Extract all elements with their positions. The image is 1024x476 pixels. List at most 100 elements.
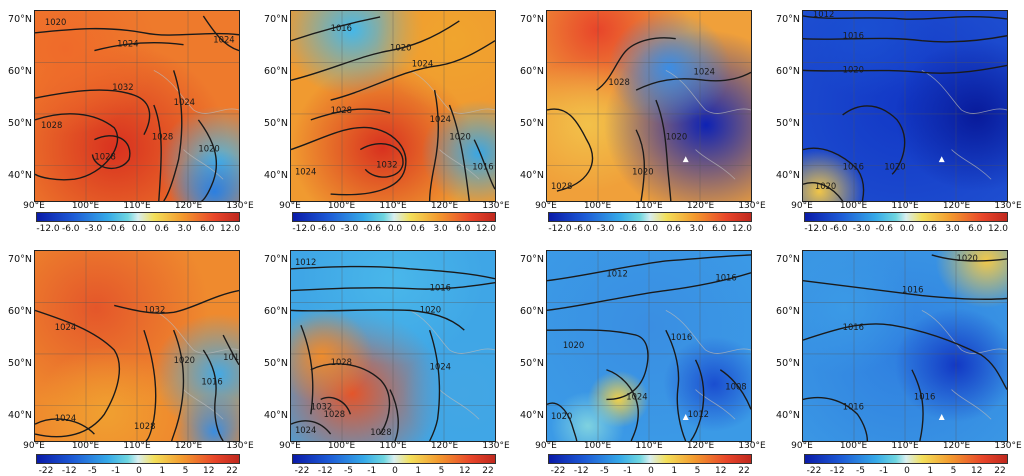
- station-marker: [938, 156, 945, 163]
- isobar-label: 1016: [715, 273, 736, 283]
- isobar-label: 1024: [626, 391, 647, 401]
- longitude-label: 90°E: [791, 201, 813, 211]
- latitude-label: 70°N: [264, 254, 288, 265]
- isobar-line: [222, 334, 239, 366]
- latitude-label: 60°N: [520, 66, 544, 77]
- colorbar-tick-label: -22: [806, 466, 822, 476]
- colorbar-tick-label: -12.0: [548, 224, 572, 234]
- isobar-line: [911, 369, 924, 441]
- isobar-line: [300, 324, 314, 415]
- colorbar-tick-label: -1: [623, 466, 633, 476]
- latitude-label: 40°N: [264, 410, 288, 421]
- isobar-label: 1020: [551, 411, 572, 421]
- latitude-label: 70°N: [520, 14, 544, 25]
- isobar-label: 1016: [472, 161, 493, 171]
- isobar-line: [803, 35, 1007, 43]
- isobar-line: [291, 281, 495, 292]
- longitude-label: 130°E: [994, 441, 1022, 451]
- colorbar-tick-label: 0: [136, 466, 142, 476]
- isobar-line: [803, 280, 1007, 300]
- isobar-line: [320, 396, 352, 415]
- isobar-line: [931, 254, 1007, 262]
- colorbar: [804, 454, 1008, 464]
- longitude-label: 90°E: [535, 441, 557, 451]
- isobar-label: 1020: [815, 181, 836, 191]
- colorbar-tick-label: 12.0: [219, 224, 241, 234]
- colorbar-tick-label: 3.0: [177, 224, 192, 234]
- isobar-label: 1028: [152, 132, 173, 142]
- colorbar-tick-label: -6.0: [573, 224, 592, 234]
- isobar-label: 1024: [412, 58, 433, 68]
- latitude-label: 50°N: [264, 358, 288, 369]
- isobar-label: 1016: [843, 401, 864, 411]
- longitude-label: 110°E: [891, 441, 919, 451]
- longitude-label: 130°E: [738, 201, 766, 211]
- colorbar-tick-label: 0.6: [410, 224, 425, 234]
- isobar-label: 1024: [295, 425, 316, 435]
- longitude-label: 100°E: [327, 441, 356, 451]
- longitude-label: 90°E: [23, 441, 45, 451]
- isobar-label: 1024: [213, 35, 234, 45]
- isobar-label: 1028: [41, 120, 62, 130]
- isobar-label: 1012: [813, 11, 834, 19]
- isobar-line: [803, 15, 1007, 20]
- colorbar-tick-label: 0.0: [387, 224, 403, 234]
- colorbar-tick-label: 22: [738, 466, 750, 476]
- colorbar-tick-label: -12: [573, 466, 589, 476]
- colorbar-tick-label: 0: [904, 466, 910, 476]
- latitude-label: 50°N: [520, 358, 544, 369]
- isobar-line: [606, 369, 639, 441]
- isobar-label: 1016: [430, 283, 451, 293]
- longitude-label: 100°E: [583, 201, 612, 211]
- colorbar-tick-label: 5: [694, 466, 701, 476]
- isobar-line: [635, 129, 646, 201]
- colorbar-tick-label: 12.0: [987, 224, 1009, 234]
- isobar-label: 1024: [430, 114, 451, 124]
- colorbar-tick-label: 6.0: [456, 224, 471, 234]
- longitude-label: 90°E: [791, 441, 813, 451]
- map-area: 1020 1024 1024 1032 1028 1028 1028 1024 1020: [34, 10, 240, 202]
- colorbar-tick-label: 0: [648, 466, 654, 476]
- colorbar-tick-label: -12.0: [292, 224, 316, 234]
- isobar-label: 1028: [608, 77, 629, 87]
- isobar-label: 1016: [201, 377, 222, 387]
- colorbar-tick-label: 1: [159, 466, 166, 476]
- isobar-line: [35, 309, 121, 438]
- colorbar-tick-label: -12: [317, 466, 333, 476]
- colorbar-tick-label: -5: [88, 466, 97, 476]
- colorbar-tick-label: -12.0: [804, 224, 828, 234]
- latitude-label: 60°N: [520, 306, 544, 317]
- longitude-label: 110°E: [379, 441, 407, 451]
- colorbar-tick-label: 3.0: [433, 224, 448, 234]
- colorbar-tick-label: 0.6: [922, 224, 937, 234]
- isobar-line: [291, 16, 381, 42]
- country-border: [409, 310, 495, 420]
- latitude-label: 40°N: [776, 410, 800, 421]
- isobar-label: 1032: [144, 304, 165, 314]
- colorbar-tick-label: -3.0: [340, 224, 359, 234]
- isobar-line: [143, 329, 157, 441]
- latitude-label: 40°N: [8, 410, 32, 421]
- isobar-label: 1028: [331, 105, 352, 115]
- map-field-svg: 1020 1024 1024 1032 1028 1028 1028 1024 1020: [35, 11, 239, 201]
- isobar-label: 1020: [174, 355, 195, 365]
- isobar-line: [35, 418, 95, 435]
- latitude-label: 50°N: [776, 358, 800, 369]
- colorbar-tick-label: -1: [111, 466, 121, 476]
- isobar-label: 1028: [370, 427, 391, 437]
- colorbar-tick-label: 0.6: [666, 224, 681, 234]
- longitude-label: 90°E: [23, 201, 45, 211]
- longitude-label: 100°E: [71, 441, 100, 451]
- isobar-label: 1008: [725, 382, 746, 392]
- country-border: [921, 310, 1007, 420]
- colorbar-tick-label: -5: [856, 466, 865, 476]
- isobar-label: 1020: [449, 132, 470, 142]
- isobar-label: 1012: [295, 257, 316, 267]
- longitude-label: 130°E: [482, 201, 510, 211]
- latitude-label: 40°N: [520, 170, 544, 181]
- isobar-line: [803, 64, 1007, 74]
- longitude-label: 100°E: [583, 441, 612, 451]
- isobar-label: 1032: [311, 401, 332, 411]
- isobar-line: [197, 119, 217, 201]
- isobar-label: 1032: [112, 82, 133, 92]
